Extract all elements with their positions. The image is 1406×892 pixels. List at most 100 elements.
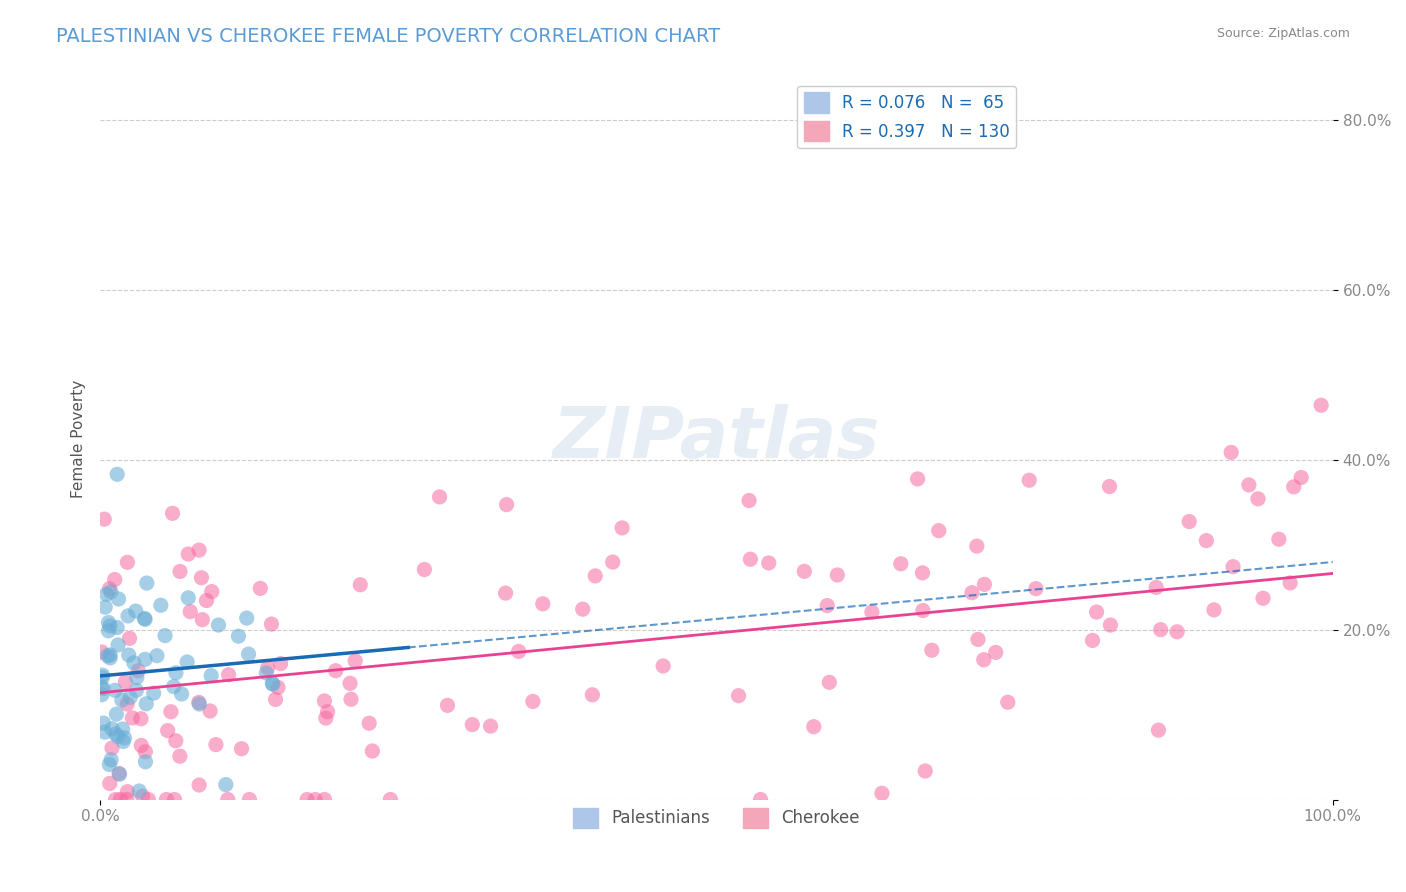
Point xyxy=(135,576,157,591)
Point xyxy=(1220,445,1243,459)
Point xyxy=(911,603,934,617)
Point xyxy=(179,605,201,619)
Point xyxy=(90,680,112,694)
Text: ZIPatlas: ZIPatlas xyxy=(553,404,880,473)
Point xyxy=(127,664,149,678)
Point xyxy=(134,755,156,769)
Point xyxy=(727,689,749,703)
Point xyxy=(1166,624,1188,639)
Point xyxy=(104,792,127,806)
Point xyxy=(169,565,191,579)
Point xyxy=(170,687,193,701)
Point xyxy=(818,675,841,690)
Point xyxy=(960,585,983,599)
Point xyxy=(93,725,115,739)
Point xyxy=(177,547,200,561)
Point xyxy=(90,645,112,659)
Point xyxy=(1268,532,1291,546)
Point xyxy=(107,591,129,606)
Point xyxy=(1098,479,1121,493)
Point xyxy=(128,784,150,798)
Point xyxy=(238,647,260,661)
Point xyxy=(815,599,838,613)
Point xyxy=(314,694,336,708)
Point xyxy=(105,707,128,722)
Point xyxy=(188,543,211,558)
Point xyxy=(1149,623,1171,637)
Point xyxy=(187,695,209,709)
Point xyxy=(105,467,128,482)
Point xyxy=(134,612,156,626)
Point xyxy=(98,651,121,665)
Point xyxy=(169,749,191,764)
Point xyxy=(264,692,287,706)
Point xyxy=(97,624,120,638)
Point xyxy=(142,686,165,700)
Point xyxy=(1147,723,1170,738)
Point xyxy=(997,695,1019,709)
Point xyxy=(973,577,995,591)
Point xyxy=(177,591,200,605)
Point xyxy=(160,705,183,719)
Point xyxy=(115,697,138,711)
Point xyxy=(907,472,929,486)
Point xyxy=(101,722,124,736)
Point xyxy=(361,744,384,758)
Point xyxy=(531,597,554,611)
Point xyxy=(1247,491,1270,506)
Point xyxy=(96,587,118,601)
Point xyxy=(890,557,912,571)
Point xyxy=(339,676,361,690)
Point xyxy=(191,613,214,627)
Point xyxy=(118,632,141,646)
Point xyxy=(340,692,363,706)
Point xyxy=(176,655,198,669)
Point xyxy=(602,555,624,569)
Point xyxy=(155,792,177,806)
Point xyxy=(207,618,229,632)
Point xyxy=(870,786,893,800)
Point xyxy=(108,767,131,781)
Point xyxy=(90,688,112,702)
Point xyxy=(125,670,148,684)
Point xyxy=(98,648,121,662)
Point xyxy=(827,568,849,582)
Point xyxy=(94,600,117,615)
Text: Source: ZipAtlas.com: Source: ZipAtlas.com xyxy=(1216,27,1350,40)
Point xyxy=(163,680,186,694)
Point xyxy=(262,676,284,690)
Point xyxy=(267,681,290,695)
Point xyxy=(738,493,761,508)
Point xyxy=(104,683,127,698)
Point xyxy=(100,585,122,599)
Point xyxy=(652,659,675,673)
Point xyxy=(508,644,530,658)
Point xyxy=(120,690,142,705)
Point xyxy=(1237,478,1260,492)
Point xyxy=(228,629,250,643)
Point xyxy=(256,661,278,675)
Point xyxy=(911,566,934,580)
Point xyxy=(118,648,141,662)
Point xyxy=(108,766,131,780)
Point xyxy=(218,667,240,681)
Point xyxy=(104,573,127,587)
Point xyxy=(188,697,211,711)
Point xyxy=(1222,559,1244,574)
Point xyxy=(928,524,950,538)
Point xyxy=(96,648,118,663)
Point xyxy=(125,604,148,618)
Point xyxy=(1310,398,1333,412)
Point xyxy=(1178,515,1201,529)
Point xyxy=(461,717,484,731)
Point xyxy=(122,656,145,670)
Point xyxy=(249,582,271,596)
Point xyxy=(1282,480,1305,494)
Point xyxy=(121,711,143,725)
Point xyxy=(349,578,371,592)
Point xyxy=(129,712,152,726)
Point xyxy=(1081,633,1104,648)
Point xyxy=(112,731,135,745)
Point xyxy=(215,778,238,792)
Point xyxy=(316,705,339,719)
